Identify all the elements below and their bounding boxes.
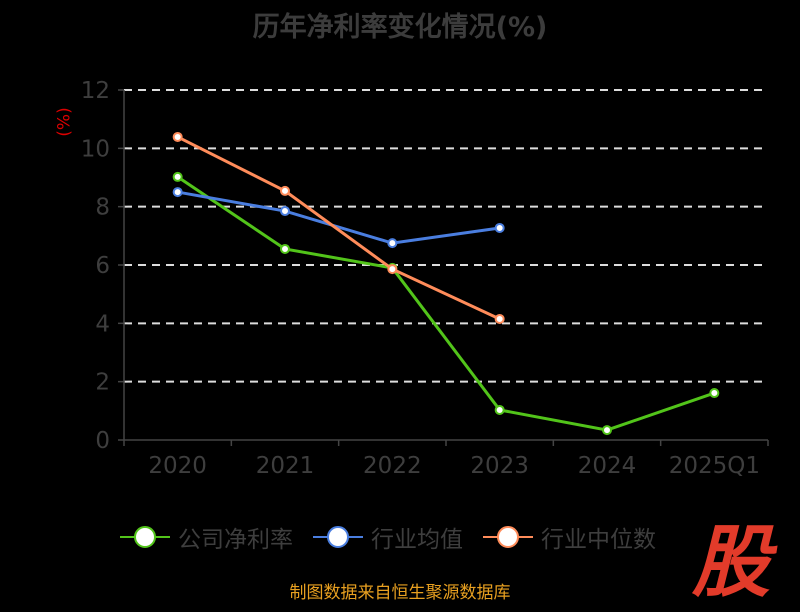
legend-marker-icon <box>313 525 363 549</box>
data-point <box>172 131 183 142</box>
data-point <box>709 388 720 399</box>
legend-item[interactable]: 行业中位数 <box>483 520 656 554</box>
y-tick-label: 6 <box>95 253 110 279</box>
legend-label: 行业中位数 <box>541 527 656 553</box>
x-tick-label: 2022 <box>363 453 422 479</box>
x-tick-label: 2021 <box>256 453 315 479</box>
y-tick-label: 0 <box>95 428 110 454</box>
data-point <box>387 264 398 275</box>
y-tick-label: 10 <box>81 136 110 162</box>
data-point <box>494 222 505 233</box>
y-tick-label: 8 <box>95 195 110 221</box>
series-line <box>176 135 501 321</box>
x-tick-label: 2020 <box>148 453 207 479</box>
data-point <box>172 171 183 182</box>
series-line <box>176 175 715 432</box>
logo: 股 <box>692 518 771 608</box>
data-point <box>602 425 612 436</box>
data-point <box>280 206 290 217</box>
y-tick-label: 12 <box>81 78 110 104</box>
source-note: 制图数据来自恒生聚源数据库 <box>289 583 511 603</box>
data-point <box>172 187 183 198</box>
x-tick-label: 2024 <box>578 453 637 479</box>
data-point <box>280 185 290 196</box>
legend-label: 行业均值 <box>371 527 463 553</box>
series-line <box>177 190 500 245</box>
y-tick-label: 4 <box>95 311 110 337</box>
legend-item[interactable]: 行业均值 <box>313 520 463 554</box>
legend: 公司净利率 行业均值 行业中位数 <box>120 520 656 554</box>
x-tick-label: 2025Q1 <box>669 453 760 479</box>
data-point <box>280 243 290 254</box>
legend-label: 公司净利率 <box>178 527 293 553</box>
data-point <box>494 313 505 324</box>
x-tick-label: 2023 <box>470 453 529 479</box>
data-point <box>494 404 505 415</box>
legend-marker-icon <box>483 525 533 549</box>
chart-title: 历年净利率变化情况(%) <box>252 12 548 43</box>
legend-item[interactable]: 公司净利率 <box>120 520 293 554</box>
legend-marker-icon <box>120 525 170 549</box>
data-point <box>387 238 398 249</box>
y-tick-label: 2 <box>95 370 110 396</box>
